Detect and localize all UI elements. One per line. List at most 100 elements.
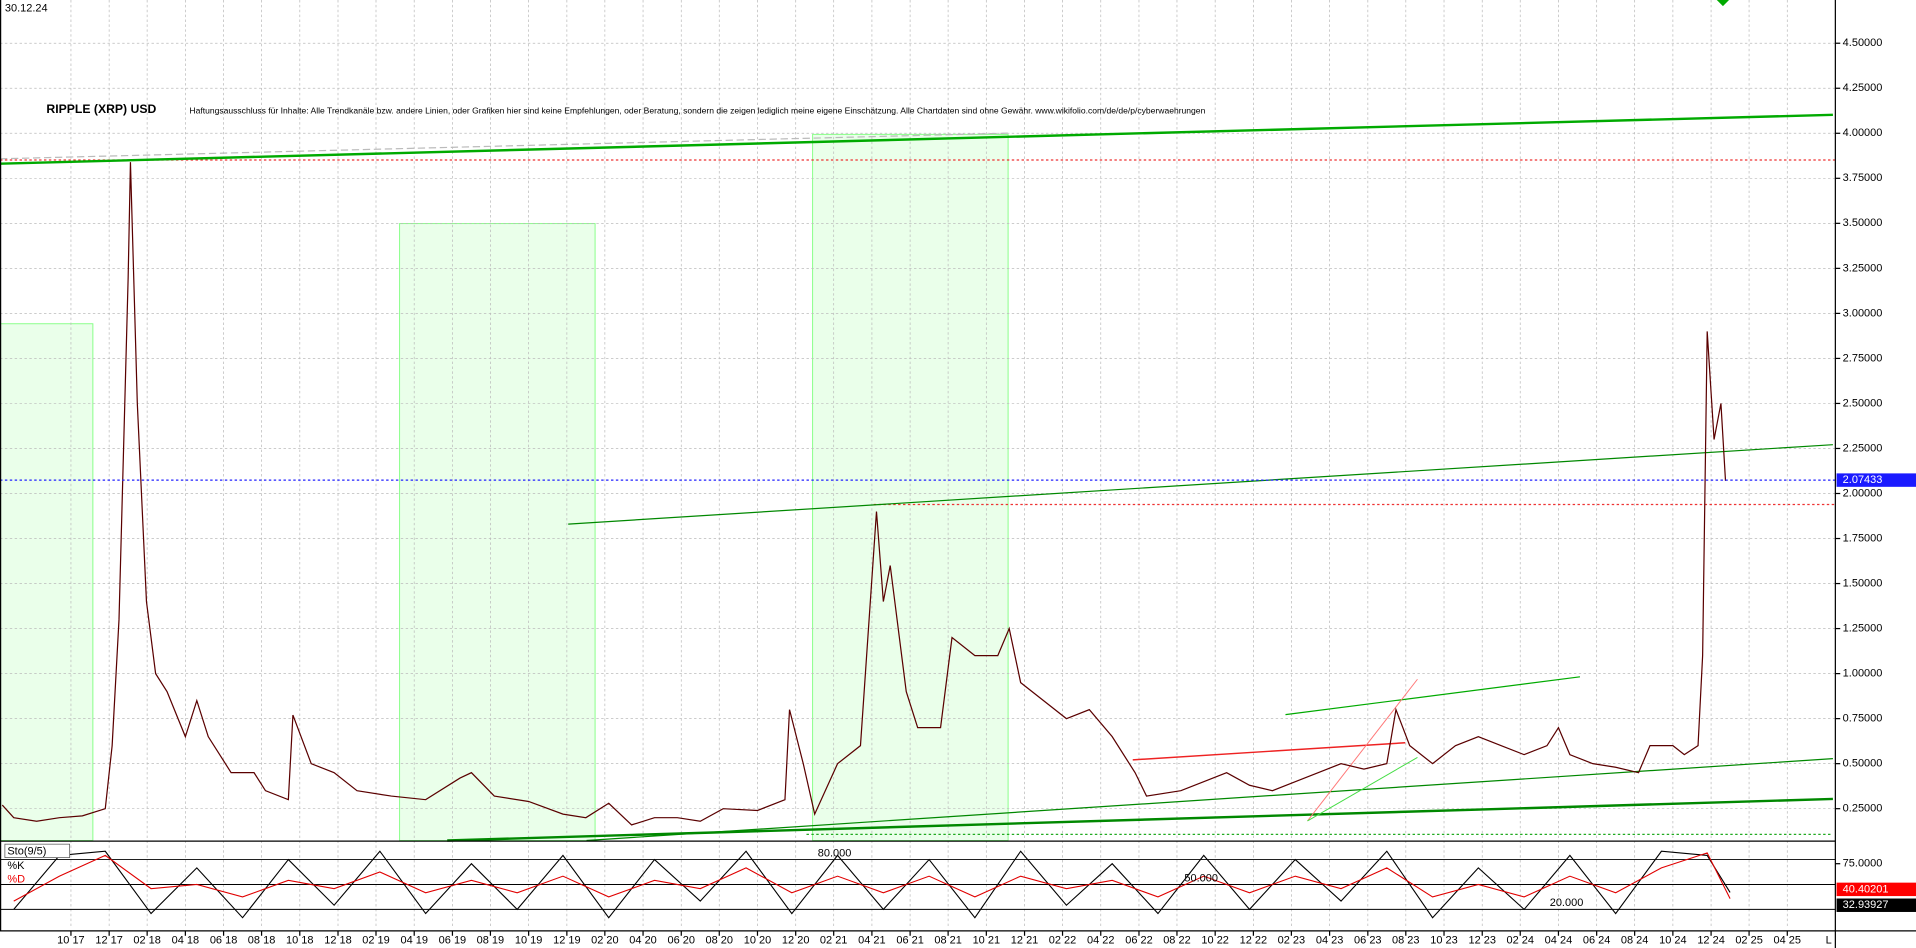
x-tick-label: 12 18 [324, 935, 352, 947]
chart-subtitle: Haftungsausschluss für Inhalte: Alle Tre… [189, 105, 1205, 115]
indicator-title: Sto(9/5) [7, 845, 46, 857]
last-price-box [1836, 473, 1916, 487]
x-tick-label: 08 19 [477, 935, 505, 947]
date-label: 30.12.24 [5, 2, 48, 14]
x-tick-label: 02 23 [1278, 935, 1306, 947]
x-tick-label: 02 20 [591, 935, 619, 947]
x-tick-label: 12 22 [1240, 935, 1268, 947]
x-tick-label: 10 24 [1659, 935, 1687, 947]
x-tick-label: 08 23 [1392, 935, 1420, 947]
trend-line [1307, 756, 1418, 822]
trend-line [1307, 678, 1418, 822]
trend-line [586, 758, 1833, 842]
x-tick-label: 06 24 [1583, 935, 1611, 947]
last-price-label: 2.07433 [1843, 474, 1883, 486]
trend-lines [0, 0, 1836, 842]
zone [399, 223, 596, 841]
value-box [1836, 882, 1916, 897]
y-tick-label: 4.50000 [1843, 37, 1883, 49]
zone [812, 133, 1009, 841]
x-tick-label: 02 22 [1049, 935, 1077, 947]
x-tick-label: 04 22 [1087, 935, 1115, 947]
y-tick-label: 4.25000 [1843, 82, 1883, 94]
x-tick-label: 08 22 [1163, 935, 1191, 947]
y-tick-label: 3.00000 [1843, 307, 1883, 319]
trend-line [447, 797, 1833, 842]
oscillator-line [13, 852, 1731, 902]
x-tick-label: 04 24 [1545, 935, 1573, 947]
x-tick-label: 02 25 [1735, 935, 1763, 947]
y-tick-label: 3.75000 [1843, 172, 1883, 184]
indicator-box[interactable] [4, 843, 71, 858]
x-tick-label: 10 21 [973, 935, 1001, 947]
y-tick-label: 3.50000 [1843, 217, 1883, 229]
x-tick-label: 06 20 [668, 935, 696, 947]
x-tick-label: 04 23 [1316, 935, 1344, 947]
x-tick-label: 08 18 [248, 935, 276, 947]
x-tick-label: 04 25 [1774, 935, 1802, 947]
x-tick-label: 02 19 [362, 935, 390, 947]
x-tick-label: 10 18 [286, 935, 314, 947]
y-tick-label: 1.00000 [1843, 668, 1883, 680]
trend-line [0, 113, 1833, 165]
level-label: 50.000 [1184, 872, 1218, 884]
y-tick-label: 0.75000 [1843, 713, 1883, 725]
x-tick-label: 12 21 [1011, 935, 1039, 947]
x-tick-label: 04 19 [400, 935, 428, 947]
chart-title: RIPPLE (XRP) USD [46, 102, 156, 116]
level-label: 20.000 [1550, 897, 1584, 909]
x-tick-label: 10 17 [57, 935, 85, 947]
value-box [1836, 898, 1916, 912]
y-tick-label: 0.25000 [1843, 803, 1883, 815]
x-tick-label: 04 20 [629, 935, 657, 947]
trend-line [1285, 676, 1581, 716]
y-tick-label: 1.75000 [1843, 532, 1883, 544]
y-tick-label: 1.50000 [1843, 577, 1883, 589]
x-tick-label: 06 19 [439, 935, 467, 947]
x-tick-label: 12 19 [553, 935, 581, 947]
y-tick-label: 2.50000 [1843, 397, 1883, 409]
x-tick-label: 08 21 [934, 935, 962, 947]
x-tick-label: 04 21 [858, 935, 886, 947]
oscillator-line [13, 850, 1731, 919]
x-tick-label: 06 22 [1125, 935, 1153, 947]
marker [1716, 0, 1730, 7]
x-tick-label: 08 24 [1621, 935, 1649, 947]
drawings [0, 133, 1009, 841]
x-tick-label: 12 20 [782, 935, 810, 947]
x-tick-label: 08 20 [706, 935, 734, 947]
y-tick-label: 4.00000 [1843, 127, 1883, 139]
grid [0, 0, 1836, 927]
x-tick-label: 12 17 [95, 935, 123, 947]
y-tick-label: 1.25000 [1843, 622, 1883, 634]
x-tick-label: 04 18 [172, 935, 200, 947]
value-label: 40.40201 [1843, 883, 1889, 895]
x-tick-label: 10 22 [1201, 935, 1229, 947]
corner-label: L [1826, 935, 1832, 947]
x-tick-label: 02 21 [820, 935, 848, 947]
legend-label: %D [7, 873, 25, 885]
x-tick-label: 10 23 [1430, 935, 1458, 947]
x-tick-label: 02 24 [1506, 935, 1534, 947]
level-label: 80.000 [818, 847, 852, 859]
x-tick-label: 10 19 [515, 935, 543, 947]
y-tick-label: 3.25000 [1843, 262, 1883, 274]
x-tick-label: 06 18 [210, 935, 238, 947]
zone [0, 323, 94, 841]
plot [0, 162, 1836, 919]
x-tick-label: 06 21 [896, 935, 924, 947]
value-label: 32.93927 [1843, 899, 1889, 911]
x-tick-label: 10 20 [744, 935, 772, 947]
x-tick-label: 12 24 [1697, 935, 1725, 947]
trend-line [0, 132, 1009, 160]
trend-line [568, 444, 1833, 525]
x-tick-label: 06 23 [1354, 935, 1382, 947]
y-tick-label: 2.00000 [1843, 487, 1883, 499]
x-tick-label: 12 23 [1468, 935, 1496, 947]
y-tick-label: 75.0000 [1843, 858, 1883, 870]
trend-line [1132, 742, 1406, 761]
x-tick-label: 02 18 [133, 935, 161, 947]
y-tick-label: 2.75000 [1843, 352, 1883, 364]
